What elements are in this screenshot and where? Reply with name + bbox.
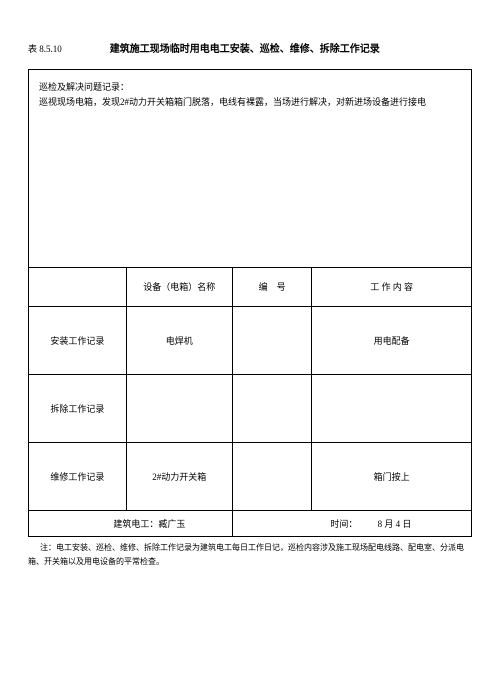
work-record-table: 设备（电箱）名称 编 号 工 作 内 容 安装工作记录 电焊机 用电配备 拆除工…	[29, 268, 471, 536]
row-content: 箱门按上	[312, 442, 471, 510]
row-content: 用电配备	[312, 306, 471, 374]
th-content: 工 作 内 容	[312, 268, 471, 306]
page-title: 建筑施工现场临时用电电工安装、巡检、维修、拆除工作记录	[110, 40, 380, 55]
notes-label: 巡检及解决问题记录：	[39, 80, 461, 95]
table-row: 拆除工作记录	[29, 374, 471, 442]
row-device	[126, 374, 232, 442]
th-number: 编 号	[232, 268, 312, 306]
row-number	[232, 442, 312, 510]
th-device: 设备（电箱）名称	[126, 268, 232, 306]
row-label: 维修工作记录	[29, 442, 126, 510]
time-value: 8 月 4 日	[378, 519, 412, 529]
table-row: 安装工作记录 电焊机 用电配备	[29, 306, 471, 374]
header-row: 表 8.5.10 建筑施工现场临时用电电工安装、巡检、维修、拆除工作记录	[28, 40, 472, 55]
row-content	[312, 374, 471, 442]
electrician-label: 建筑电工：臧广玉	[113, 519, 185, 529]
table-header-row: 设备（电箱）名称 编 号 工 作 内 容	[29, 268, 471, 306]
row-number	[232, 306, 312, 374]
row-device: 2#动力开关箱	[126, 442, 232, 510]
notes-section: 巡检及解决问题记录： 巡视现场电箱，发现2#动力开关箱箱门脱落，电线有裸露，当场…	[29, 70, 471, 268]
notes-content: 巡视现场电箱，发现2#动力开关箱箱门脱落，电线有裸露，当场进行解决，对新进场设备…	[39, 95, 461, 110]
time-cell: 时间： 8 月 4 日	[232, 510, 471, 536]
row-number	[232, 374, 312, 442]
table-footer-row: 建筑电工：臧广玉 时间： 8 月 4 日	[29, 510, 471, 536]
electrician-cell: 建筑电工：臧广玉	[29, 510, 232, 536]
form-box: 巡检及解决问题记录： 巡视现场电箱，发现2#动力开关箱箱门脱落，电线有裸露，当场…	[28, 69, 472, 537]
table-number: 表 8.5.10	[28, 42, 62, 55]
footnote: 注：电工安装、巡检、维修、拆除工作记录为建筑电工每日工作日记，巡检内容涉及施工现…	[28, 541, 472, 568]
th-blank	[29, 268, 126, 306]
row-label: 拆除工作记录	[29, 374, 126, 442]
time-label: 时间：	[330, 519, 357, 529]
row-device: 电焊机	[126, 306, 232, 374]
row-label: 安装工作记录	[29, 306, 126, 374]
table-row: 维修工作记录 2#动力开关箱 箱门按上	[29, 442, 471, 510]
